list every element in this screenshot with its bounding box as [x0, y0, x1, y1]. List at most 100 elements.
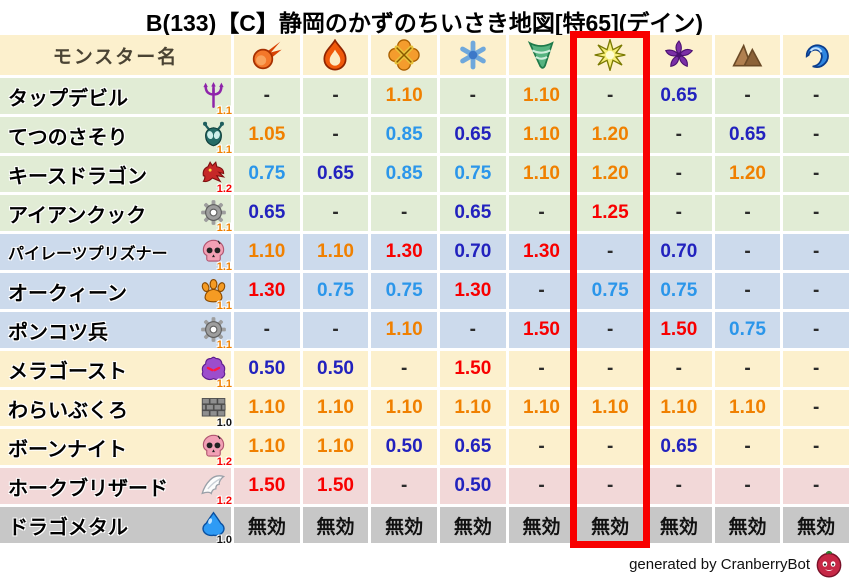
monster-name-cell: ホークブリザード 1.2	[0, 468, 232, 507]
monster-icon-wrap: 1.0	[198, 394, 232, 429]
multiplier-value: -	[812, 475, 820, 496]
multiplier-cell: -	[302, 78, 369, 114]
multiplier-cell: 1.10	[234, 234, 300, 270]
multiplier-value: 無効	[385, 516, 424, 538]
multiplier-value: -	[332, 124, 339, 145]
multiplier-value: 0.50	[317, 358, 354, 379]
explosion-icon	[388, 39, 420, 71]
starburst-icon	[594, 39, 626, 71]
multiplier-cell: 無効	[783, 507, 849, 543]
credit-text: generated by CranberryBot	[629, 555, 810, 573]
multiplier-value: -	[469, 319, 476, 340]
multiplier-value: -	[606, 475, 614, 496]
multiplier-value: 無効	[453, 516, 492, 538]
multiplier-value: 0.65	[729, 124, 766, 145]
multiplier-cell: 無効	[645, 507, 712, 543]
monster-icon-wrap: 1.2	[198, 472, 232, 507]
multiplier-value: 0.50	[248, 358, 286, 379]
multiplier-cell: 0.65	[302, 156, 369, 192]
monster-icon-wrap: 1.1	[198, 199, 232, 234]
multiplier-cell: 0.75	[577, 273, 643, 309]
multiplier-value: 0.75	[729, 319, 766, 340]
monster-multiplier-badge: 1.1	[216, 222, 232, 234]
multiplier-value: -	[744, 202, 751, 223]
multiplier-cell: 0.50	[371, 429, 437, 465]
monster-name-cell: てつのさそり 1.1	[0, 117, 232, 156]
multiplier-cell: 0.50	[302, 351, 369, 387]
element-column-header	[234, 35, 300, 75]
multiplier-value: -	[744, 280, 751, 301]
multiplier-cell: -	[302, 312, 369, 348]
multiplier-cell: 1.20	[714, 156, 781, 192]
multiplier-cell: 1.10	[371, 78, 437, 114]
monster-name: タップデビル	[8, 87, 128, 110]
multiplier-cell: 0.75	[714, 312, 781, 348]
multiplier-value: 1.10	[660, 397, 698, 418]
multiplier-cell: 0.75	[439, 156, 506, 192]
monster-name-cell: わらいぶくろ 1.0	[0, 390, 232, 429]
name-column-header: モンスター名	[0, 35, 231, 75]
monster-name-cell: オークィーン 1.1	[0, 273, 232, 312]
multiplier-cell: 無効	[439, 507, 506, 543]
flame-icon	[319, 39, 351, 71]
multiplier-value: -	[400, 358, 408, 379]
element-column-header	[577, 35, 643, 75]
multiplier-cell: 1.10	[234, 429, 300, 465]
multiplier-cell: -	[783, 117, 849, 153]
multiplier-cell: 0.65	[234, 195, 300, 231]
multiplier-value: -	[812, 85, 820, 106]
pinwheel-icon	[663, 39, 695, 71]
monster-name: ポンコツ兵	[8, 321, 108, 344]
multiplier-value: 1.10	[317, 397, 354, 418]
multiplier-value: 1.50	[660, 319, 698, 340]
multiplier-value: 1.20	[591, 124, 629, 145]
monster-name: パイレーツプリズナー	[8, 246, 168, 263]
multiplier-value: -	[812, 280, 820, 301]
multiplier-value: 0.65	[317, 163, 354, 184]
multiplier-cell: -	[714, 351, 781, 387]
monster-name: アイアンクック	[8, 204, 147, 227]
multiplier-cell: 0.75	[234, 156, 300, 192]
multiplier-cell: 1.10	[302, 234, 369, 270]
multiplier-cell: 1.25	[577, 195, 643, 231]
multiplier-value: -	[812, 163, 820, 184]
multiplier-cell: 0.70	[645, 234, 712, 270]
multiplier-value: -	[332, 319, 339, 340]
multiplier-value: 1.30	[385, 241, 423, 262]
multiplier-value: 1.30	[523, 241, 560, 262]
monster-name-cell: タップデビル 1.1	[0, 78, 232, 117]
multiplier-cell: -	[577, 429, 643, 465]
element-column-header	[439, 35, 506, 75]
multiplier-cell: 0.65	[439, 195, 506, 231]
multiplier-value: -	[606, 436, 614, 457]
monster-icon-wrap: 1.1	[198, 316, 232, 351]
multiplier-value: 1.10	[317, 241, 354, 262]
fireball-icon	[251, 39, 283, 71]
monster-multiplier-badge: 1.1	[216, 339, 232, 351]
multiplier-cell: -	[234, 78, 300, 114]
multiplier-cell: -	[439, 78, 506, 114]
multiplier-value: 0.65	[660, 85, 698, 106]
multiplier-cell: 1.10	[714, 390, 781, 426]
multiplier-cell: -	[783, 273, 849, 309]
multiplier-cell: 1.10	[508, 78, 575, 114]
multiplier-cell: -	[508, 468, 575, 504]
multiplier-value: -	[675, 475, 682, 496]
multiplier-value: 無効	[316, 516, 355, 538]
multiplier-value: -	[332, 85, 339, 106]
multiplier-cell: -	[302, 117, 369, 153]
multiplier-value: 0.75	[248, 163, 286, 184]
multiplier-cell: -	[714, 429, 781, 465]
multiplier-value: 1.25	[591, 202, 629, 223]
multiplier-value: 1.10	[729, 397, 766, 418]
multiplier-value: 1.30	[454, 280, 492, 301]
monster-name: わらいぶくろ	[8, 399, 128, 422]
multiplier-value: 無効	[247, 516, 286, 538]
monster-multiplier-badge: 1.0	[216, 417, 232, 429]
multiplier-cell: -	[714, 195, 781, 231]
monster-name-cell: ボーンナイト 1.2	[0, 429, 232, 468]
multiplier-cell: -	[783, 429, 849, 465]
multiplier-cell: 1.30	[439, 273, 506, 309]
multiplier-value: -	[538, 358, 545, 379]
multiplier-value: 0.50	[385, 436, 423, 457]
